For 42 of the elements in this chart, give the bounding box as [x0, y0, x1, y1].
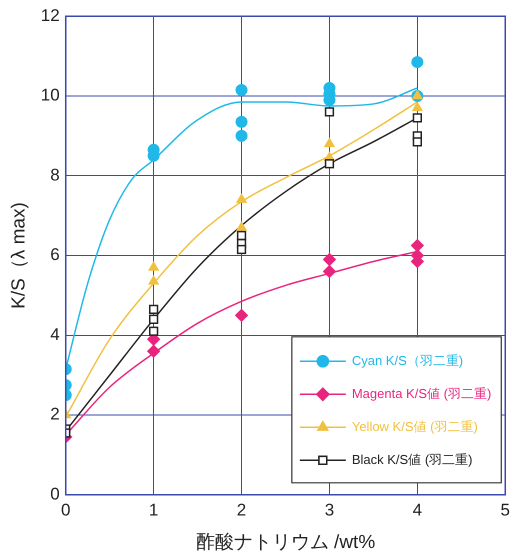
- point: [412, 90, 423, 100]
- legend-label: Yellow K/S値 (羽二重): [352, 418, 478, 434]
- point: [411, 56, 424, 68]
- point: [236, 194, 247, 203]
- x-tick-label: 1: [148, 500, 158, 520]
- point: [236, 116, 248, 128]
- y-tick-label: 12: [40, 6, 60, 25]
- y-tick-label: 4: [50, 324, 60, 344]
- legend-label: Cyan K/S（羽二重): [352, 352, 464, 368]
- y-tick-label: 10: [40, 86, 60, 105]
- point: [236, 244, 246, 254]
- point: [236, 222, 247, 231]
- legend-label: Black K/S値 (羽二重): [352, 452, 472, 467]
- point: [147, 344, 160, 358]
- point: [412, 137, 422, 146]
- point: [324, 138, 335, 148]
- x-tick-label: 3: [324, 500, 334, 520]
- point: [236, 130, 248, 142]
- point: [324, 107, 334, 117]
- point: [148, 326, 158, 336]
- point: [410, 239, 424, 252]
- y-tick-label: 8: [50, 165, 60, 184]
- x-axis-title: 酢酸ナトリウム /wt%: [196, 532, 376, 553]
- y-tick-label: 0: [50, 484, 60, 504]
- y-tick-label: 6: [50, 245, 60, 264]
- legend-label: Magenta K/S値 (羽二重): [352, 386, 492, 401]
- y-axis-title: K/S（λ max): [8, 202, 30, 309]
- x-tick-label: 4: [412, 500, 422, 520]
- x-tick-label: 2: [236, 500, 246, 520]
- point: [235, 308, 248, 322]
- point: [324, 159, 334, 168]
- point: [412, 102, 423, 112]
- point: [148, 314, 158, 324]
- point: [148, 275, 159, 285]
- point: [148, 304, 158, 314]
- y-tick-label: 2: [50, 404, 60, 424]
- point: [322, 252, 336, 266]
- x-tick-label: 5: [500, 500, 510, 520]
- point: [412, 113, 422, 123]
- point: [148, 261, 159, 271]
- point: [236, 84, 248, 96]
- point: [322, 264, 336, 278]
